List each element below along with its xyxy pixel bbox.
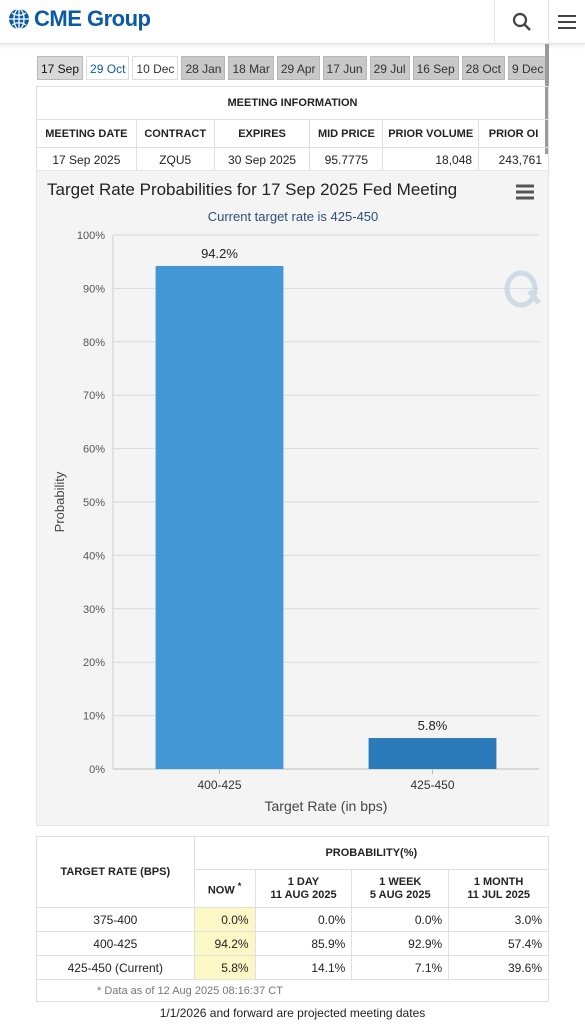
- col-1-day-date: 11 AUG 2025: [270, 888, 337, 901]
- y-tick-label: 50%: [83, 497, 105, 509]
- y-axis-title: Probability: [52, 471, 67, 532]
- col-prior-oi: PRIOR OI: [478, 119, 549, 148]
- x-tick-label: 425-450: [410, 778, 454, 792]
- hamburger-menu-icon: [558, 15, 576, 29]
- col-1-week-label: 1 WEEK: [379, 875, 422, 888]
- chart-canvas: Target Rate Probabilities for 17 Sep 202…: [47, 180, 541, 814]
- chart-menu-icon[interactable]: [516, 184, 534, 200]
- tab-9-dec[interactable]: 9 Dec: [508, 56, 548, 80]
- week-cell: 92.9%: [351, 931, 450, 956]
- month-cell: 39.6%: [448, 955, 549, 980]
- rate-cell: 400-425: [36, 931, 195, 956]
- week-cell: 7.1%: [351, 955, 450, 980]
- y-tick-label: 100%: [77, 230, 105, 242]
- rate-cell: 425-450 (Current): [36, 955, 195, 980]
- week-cell: 0.0%: [351, 907, 450, 932]
- tab-18-mar[interactable]: 18 Mar: [228, 56, 274, 80]
- meeting-info-table: MEETING INFORMATION MEETING DATE CONTRAC…: [36, 86, 549, 172]
- col-prior-volume: PRIOR VOLUME: [382, 119, 480, 148]
- col-1-month-label: 1 MONTH: [473, 875, 524, 888]
- projected-dates-note: 1/1/2026 and forward are projected meeti…: [159, 1006, 426, 1020]
- col-now-asterisk: *: [237, 880, 242, 891]
- expires-value: 30 Sep 2025: [213, 147, 311, 172]
- probability-table: TARGET RATE (BPS) PROBABILITY(%) NOW * 1…: [36, 836, 550, 1002]
- target-rate-chart: Target Rate Probabilities for 17 Sep 202…: [36, 170, 549, 826]
- month-cell: 3.0%: [448, 907, 549, 932]
- y-tick-label: 90%: [83, 283, 105, 295]
- bar-400-425: [155, 265, 284, 769]
- tab-17-jun[interactable]: 17 Jun: [322, 56, 367, 80]
- y-tick-label: 10%: [83, 711, 105, 723]
- table-row: 375-400 0.0% 0.0% 0.0% 3.0%: [36, 907, 549, 932]
- tab-16-sep[interactable]: 16 Sep: [412, 56, 459, 80]
- col-1-month-date: 11 JUL 2025: [467, 888, 530, 901]
- tab-29-oct[interactable]: 29 Oct: [86, 56, 130, 80]
- col-contract: CONTRACT: [135, 119, 215, 148]
- now-cell: 94.2%: [193, 931, 256, 956]
- cme-logo[interactable]: CME Group: [8, 6, 151, 32]
- now-cell: 0.0%: [193, 907, 256, 932]
- col-meeting-date: MEETING DATE: [36, 119, 137, 148]
- table-row: 425-450 (Current) 5.8% 14.1% 7.1% 39.6%: [36, 955, 549, 980]
- rate-cell: 375-400: [36, 907, 195, 932]
- globe-icon: [9, 8, 29, 30]
- y-tick-label: 0%: [89, 764, 105, 776]
- table-row: 400-425 94.2% 85.9% 92.9% 57.4%: [36, 931, 549, 956]
- search-icon: [512, 12, 531, 31]
- y-tick-label: 40%: [83, 550, 105, 562]
- col-now: NOW *: [193, 869, 256, 908]
- col-1-day: 1 DAY 11 AUG 2025: [254, 869, 353, 908]
- logo-text: CME Group: [34, 6, 151, 31]
- tab-10-dec[interactable]: 10 Dec: [132, 56, 179, 80]
- col-now-label: NOW: [207, 884, 235, 897]
- col-1-week-date: 5 AUG 2025: [369, 888, 431, 901]
- data-as-of: * Data as of 12 Aug 2025 08:16:37 CT: [36, 979, 549, 1002]
- col-target-rate: TARGET RATE (BPS): [36, 836, 195, 908]
- y-tick-label: 60%: [83, 444, 105, 456]
- watermark-icon: [504, 270, 541, 308]
- prior-volume-value: 18,048: [382, 147, 480, 172]
- prior-oi-value: 243,761: [478, 147, 549, 172]
- tab-29-apr[interactable]: 29 Apr: [276, 56, 320, 80]
- col-1-week: 1 WEEK 5 AUG 2025: [351, 869, 450, 908]
- contract-value: ZQU5: [135, 147, 215, 172]
- y-tick-label: 20%: [83, 657, 105, 669]
- meeting-date-tabs: 17 Sep 29 Oct 10 Dec 28 Jan 18 Mar 29 Apr 17 J…: [37, 56, 548, 80]
- col-1-day-label: 1 DAY: [287, 875, 320, 888]
- col-expires: EXPIRES: [213, 119, 311, 148]
- y-tick-label: 30%: [83, 604, 105, 616]
- y-tick-label: 80%: [83, 337, 105, 349]
- tab-17-sep[interactable]: 17 Sep: [37, 56, 84, 80]
- col-probability: PROBABILITY(%): [193, 836, 550, 870]
- day-cell: 14.1%: [254, 955, 353, 980]
- month-cell: 57.4%: [448, 931, 549, 956]
- tab-28-jan[interactable]: 28 Jan: [181, 56, 226, 80]
- col-1-month: 1 MONTH 11 JUL 2025: [448, 869, 549, 908]
- meeting-info-title: MEETING INFORMATION: [36, 86, 549, 120]
- x-axis-title: Target Rate (in bps): [265, 798, 388, 814]
- meeting-date-value: 17 Sep 2025: [36, 147, 137, 172]
- col-mid-price: MID PRICE: [309, 119, 384, 148]
- bar-425-450: [368, 738, 497, 769]
- now-cell: 5.8%: [193, 955, 256, 980]
- x-tick-label: 400-425: [197, 778, 241, 792]
- day-cell: 85.9%: [254, 931, 353, 956]
- bar-data-label: 94.2%: [201, 246, 238, 261]
- app-header: CME Group: [0, 0, 585, 44]
- chart-subtitle: Current target rate is 425-450: [208, 209, 379, 224]
- mid-price-value: 95.7775: [309, 147, 384, 172]
- menu-button[interactable]: [548, 0, 585, 44]
- bar-data-label: 5.8%: [418, 718, 448, 733]
- tab-29-jul[interactable]: 29 Jul: [369, 56, 410, 80]
- day-cell: 0.0%: [254, 907, 353, 932]
- chart-title: Target Rate Probabilities for 17 Sep 202…: [47, 180, 457, 199]
- search-button[interactable]: [494, 0, 548, 44]
- y-tick-label: 70%: [83, 390, 105, 402]
- tab-28-oct[interactable]: 28 Oct: [461, 56, 505, 80]
- table-row: 17 Sep 2025 ZQU5 30 Sep 2025 95.7775 18,…: [36, 147, 549, 172]
